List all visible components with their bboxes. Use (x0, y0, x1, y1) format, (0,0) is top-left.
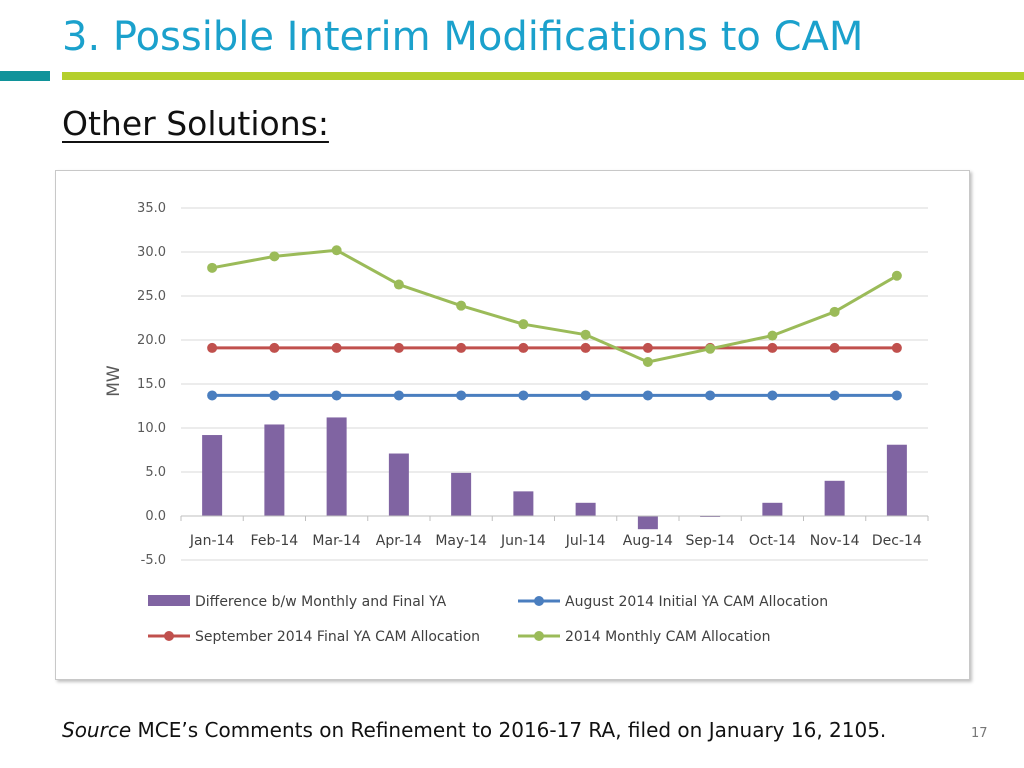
bar (575, 502, 596, 516)
data-point (642, 357, 653, 367)
data-point (269, 342, 280, 353)
y-tick-label: 0.0 (145, 509, 166, 524)
data-point (269, 251, 280, 262)
data-point (207, 262, 218, 273)
legend: Difference b/w Monthly and Final YA Augus… (148, 594, 828, 645)
bar-series (202, 417, 907, 530)
data-point (829, 306, 840, 317)
data-point (207, 390, 218, 401)
data-point (269, 390, 280, 401)
slide-title: 3. Possible Interim Modifications to CAM (62, 14, 864, 60)
data-point (518, 319, 529, 330)
x-tick-label: Jan-14 (189, 533, 235, 549)
y-tick-label: 35.0 (137, 201, 166, 216)
page-number: 17 (971, 726, 988, 741)
data-point (456, 342, 467, 353)
x-tick-label: Jun-14 (500, 533, 546, 549)
data-point (456, 300, 467, 311)
data-point (518, 390, 529, 401)
y-tick-label: 5.0 (145, 465, 166, 480)
gridlines (181, 207, 928, 561)
bar (326, 417, 347, 516)
x-tick-label: Dec-14 (872, 533, 922, 549)
bar (637, 516, 658, 530)
x-tick-label: Feb-14 (251, 533, 299, 549)
y-tick-label: 25.0 (137, 289, 166, 304)
combo-chart: 35.0 30.0 25.0 20.0 15.0 10.0 5.0 0.0 -5.0 Jan-1… (104, 201, 929, 645)
data-point (580, 390, 591, 401)
x-tick-label: Jul-14 (565, 533, 606, 549)
x-tick-label: May-14 (435, 533, 487, 549)
source-text: MCE’s Comments on Refinement to 2016-17 … (137, 718, 887, 742)
data-point (891, 342, 902, 353)
data-point (642, 342, 653, 353)
data-point (705, 390, 716, 401)
legend-label: 2014 Monthly CAM Allocation (565, 629, 770, 645)
y-tick-label: 15.0 (137, 377, 166, 392)
legend-swatch (148, 595, 190, 606)
y-tick-label: -5.0 (141, 553, 166, 568)
legend-label: August 2014 Initial YA CAM Allocation (565, 594, 828, 610)
data-point (331, 390, 342, 401)
line-series (207, 245, 902, 401)
x-axis-ticks: Jan-14 Feb-14 Mar-14 Apr-14 May-14 Jun-14 Jul-… (189, 533, 922, 549)
legend-label: September 2014 Final YA CAM Allocation (195, 629, 480, 645)
title-rule-green (62, 72, 1024, 80)
title-rule-teal-accent (0, 71, 50, 81)
data-point (767, 342, 778, 353)
legend-label: Difference b/w Monthly and Final YA (195, 594, 447, 610)
y-axis-ticks: 35.0 30.0 25.0 20.0 15.0 10.0 5.0 0.0 -5.0 (137, 201, 166, 568)
x-tick-label: Nov-14 (810, 533, 860, 549)
data-point (580, 342, 591, 353)
bar (513, 491, 534, 516)
data-point (331, 245, 342, 256)
data-point (829, 390, 840, 401)
data-point (393, 342, 404, 353)
x-tick-label: Apr-14 (376, 533, 422, 549)
source-label: Source (62, 718, 132, 742)
data-point (829, 342, 840, 353)
data-point (207, 342, 218, 353)
bar (202, 435, 223, 516)
x-tick-label: Oct-14 (749, 533, 796, 549)
data-point (331, 342, 342, 353)
bar (762, 502, 783, 516)
data-point (580, 329, 591, 340)
bar (824, 480, 845, 516)
y-tick-label: 20.0 (137, 333, 166, 348)
data-point (891, 270, 902, 281)
data-point (393, 279, 404, 290)
data-point (767, 390, 778, 401)
y-tick-label: 30.0 (137, 245, 166, 260)
y-tick-label: 10.0 (137, 421, 166, 436)
data-point (518, 342, 529, 353)
bar (388, 453, 409, 516)
data-point (393, 390, 404, 401)
data-point (642, 390, 653, 401)
data-point (456, 390, 467, 401)
data-point (767, 330, 778, 341)
y-axis-label: MW (104, 365, 124, 397)
bar (264, 424, 285, 516)
legend-marker (534, 596, 544, 606)
data-point (891, 390, 902, 401)
series-line (211, 248, 898, 364)
chart-frame: 35.0 30.0 25.0 20.0 15.0 10.0 5.0 0.0 -5.0 Jan-1… (55, 170, 970, 680)
legend-marker (534, 631, 544, 641)
x-tick-label: Aug-14 (623, 533, 673, 549)
x-tick-label: Sep-14 (685, 533, 734, 549)
x-axis (180, 515, 929, 521)
bar (451, 472, 472, 516)
x-tick-label: Mar-14 (312, 533, 360, 549)
legend-marker (164, 631, 174, 641)
data-point (705, 343, 716, 354)
slide-subtitle: Other Solutions: (62, 104, 329, 143)
bar (886, 444, 907, 516)
source-citation: Source MCE’s Comments on Refinement to 2… (62, 718, 886, 742)
